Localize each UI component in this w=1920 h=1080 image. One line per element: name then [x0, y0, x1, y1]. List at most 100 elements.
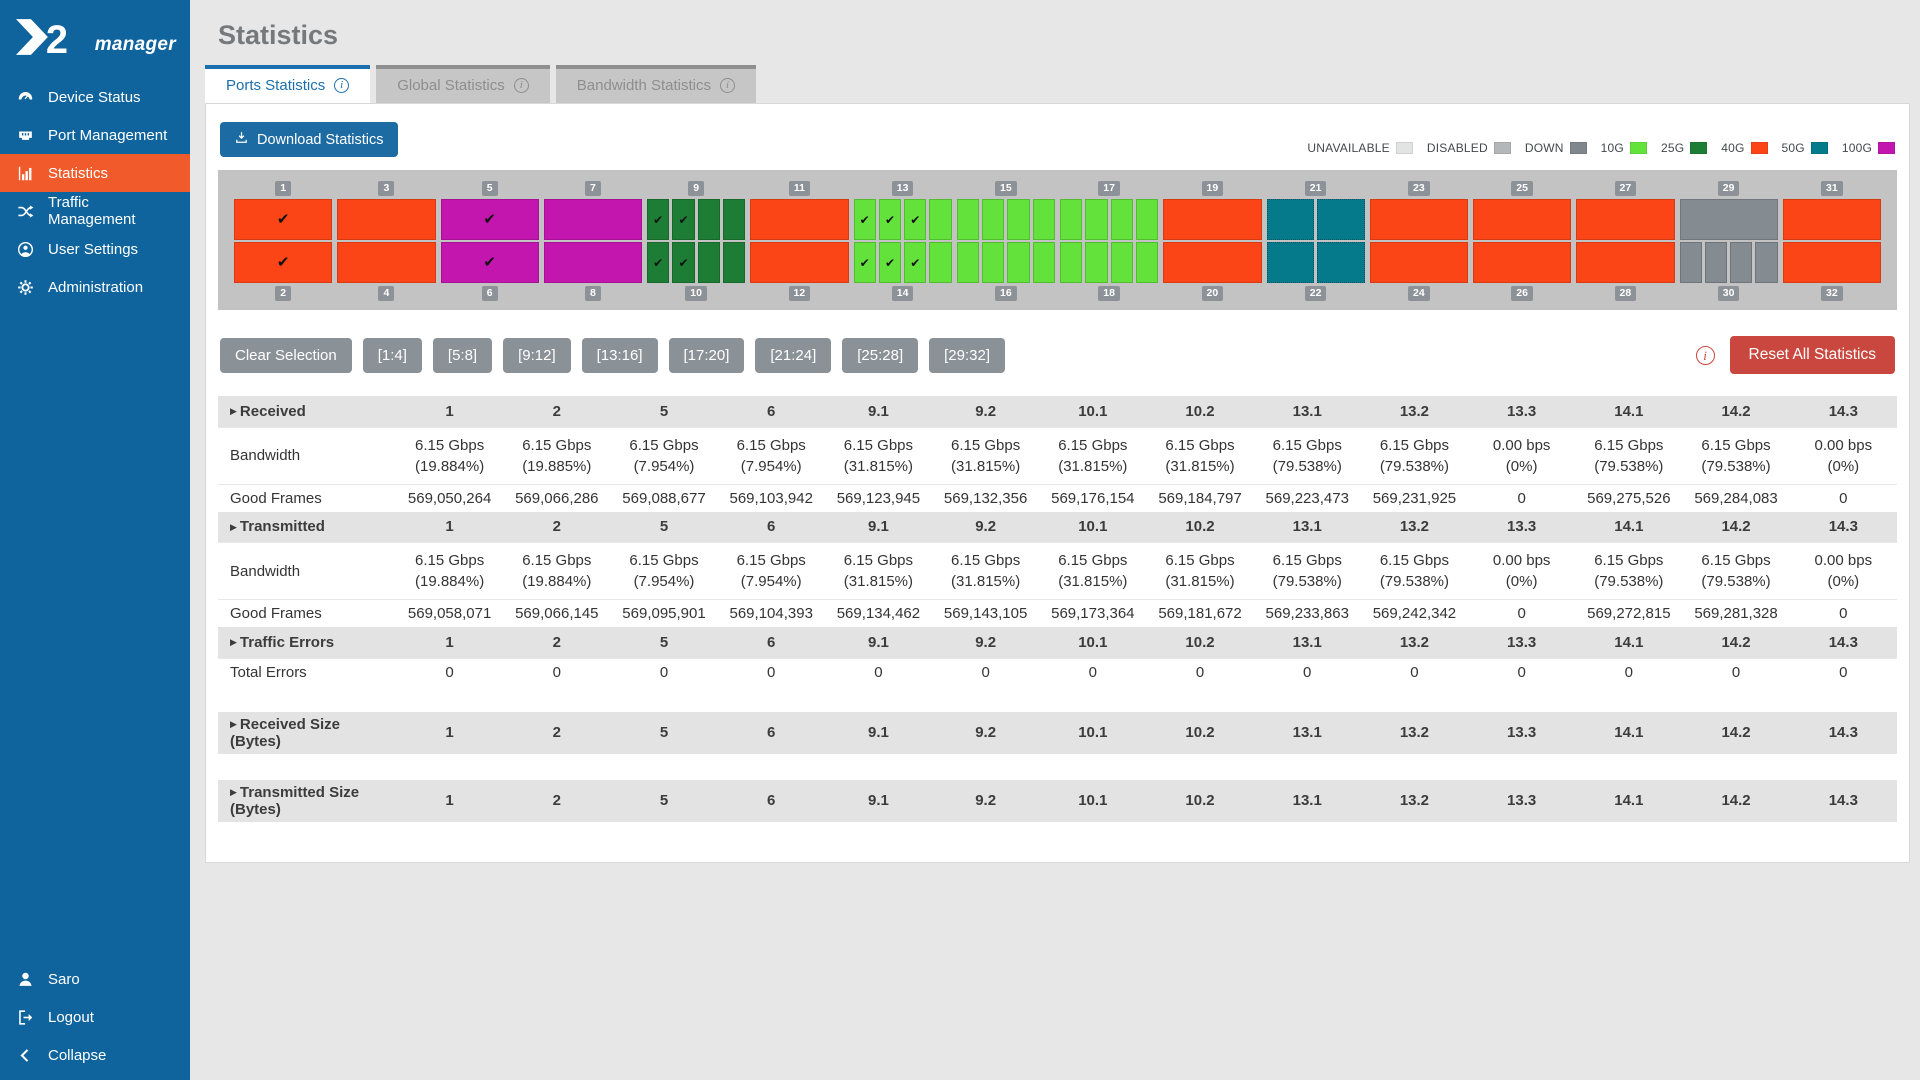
port-22.2[interactable] — [1317, 242, 1365, 283]
section-toggle-received-size-bytes[interactable]: ▶ Received Size (Bytes) — [218, 711, 396, 754]
port-18.1[interactable] — [1060, 242, 1083, 283]
range-button-1-4[interactable]: [1:4] — [362, 337, 422, 373]
sidebar-item-administration[interactable]: Administration — [0, 268, 190, 306]
port-9.3[interactable] — [697, 199, 720, 240]
port-21.1[interactable] — [1266, 199, 1315, 240]
port-16.2[interactable] — [982, 242, 1005, 283]
port-2[interactable]: ✔ — [234, 242, 333, 283]
port-23[interactable] — [1369, 199, 1468, 240]
cell-good-frames-10.1: 569,176,154 — [1039, 483, 1147, 512]
tab-ports-statistics[interactable]: Ports Statistics i — [205, 65, 371, 103]
port-3[interactable] — [337, 199, 436, 240]
cell-total-errors-13.2: 0 — [1360, 657, 1469, 686]
port-14.1[interactable]: ✔ — [853, 242, 876, 283]
section-toggle-transmitted[interactable]: ▶ Transmitted — [218, 511, 396, 543]
port-5[interactable]: ✔ — [440, 199, 539, 240]
port-10.2[interactable]: ✔ — [672, 242, 695, 283]
port-12[interactable] — [750, 242, 849, 283]
port-13.2[interactable]: ✔ — [878, 199, 902, 240]
range-button-5-8[interactable]: [5:8] — [432, 337, 493, 373]
port-17.3[interactable] — [1110, 199, 1133, 240]
sidebar-item-logout[interactable]: Logout — [0, 998, 190, 1036]
port-10.3[interactable] — [697, 242, 720, 283]
range-button-9-12[interactable]: [9:12] — [503, 337, 571, 373]
port-26[interactable] — [1473, 242, 1572, 283]
port-31[interactable] — [1782, 199, 1881, 240]
port-number-badge-15: 15 — [995, 180, 1017, 197]
port-15.1[interactable] — [956, 199, 980, 240]
port-17.2[interactable] — [1085, 199, 1108, 240]
port-6[interactable]: ✔ — [440, 242, 539, 283]
port-15.3[interactable] — [1007, 199, 1030, 240]
sidebar-item-saro[interactable]: Saro — [0, 960, 190, 998]
port-30.2[interactable] — [1704, 242, 1728, 283]
reset-all-statistics-button[interactable]: Reset All Statistics — [1729, 336, 1895, 374]
download-statistics-button[interactable]: Download Statistics — [220, 122, 398, 157]
port-32[interactable] — [1782, 242, 1881, 283]
port-8[interactable] — [543, 242, 642, 283]
port-22.1[interactable] — [1266, 242, 1315, 283]
section-toggle-traffic-errors[interactable]: ▶ Traffic Errors — [218, 627, 396, 658]
range-button-13-16[interactable]: [13:16] — [581, 337, 658, 373]
legend-item-50g: 50G — [1782, 141, 1828, 155]
port-slot: 23 24 — [1369, 179, 1468, 303]
port-19[interactable] — [1163, 199, 1262, 240]
port-14.2[interactable]: ✔ — [878, 242, 902, 283]
sidebar-item-port-management[interactable]: Port Management — [0, 116, 190, 154]
port-20[interactable] — [1163, 242, 1262, 283]
cell-good-frames-14.1: 569,272,815 — [1575, 599, 1683, 627]
port-9.4[interactable] — [722, 199, 746, 240]
info-icon: i — [334, 78, 350, 93]
sidebar-item-traffic-management[interactable]: Traffic Management — [0, 192, 190, 230]
port-18.3[interactable] — [1110, 242, 1133, 283]
tab-global-statistics[interactable]: Global Statistics i — [376, 65, 550, 103]
sidebar-item-collapse[interactable]: Collapse — [0, 1036, 190, 1074]
port-14.4[interactable] — [929, 242, 952, 283]
port-18.4[interactable] — [1135, 242, 1159, 283]
port-25[interactable] — [1473, 199, 1572, 240]
port-30.4[interactable] — [1755, 242, 1778, 283]
port-18.2[interactable] — [1085, 242, 1108, 283]
port-24[interactable] — [1369, 242, 1468, 283]
range-button-25-28[interactable]: [25:28] — [842, 337, 919, 373]
port-21.2[interactable] — [1317, 199, 1365, 240]
port-29[interactable] — [1679, 199, 1778, 240]
port-4[interactable] — [337, 242, 436, 283]
port-number-badge-3: 3 — [378, 180, 395, 197]
port-16.3[interactable] — [1007, 242, 1030, 283]
port-10.1[interactable]: ✔ — [647, 242, 670, 283]
sidebar-item-statistics[interactable]: Statistics — [0, 154, 190, 192]
section-toggle-received[interactable]: ▶ Received — [218, 396, 396, 427]
port-7[interactable] — [543, 199, 642, 240]
range-button-21-24[interactable]: [21:24] — [755, 337, 832, 373]
port-15.4[interactable] — [1032, 199, 1055, 240]
port-13.4[interactable] — [929, 199, 952, 240]
clear-selection-button[interactable]: Clear Selection — [220, 337, 352, 373]
port-28[interactable] — [1576, 242, 1675, 283]
port-16.4[interactable] — [1032, 242, 1055, 283]
port-1[interactable]: ✔ — [234, 199, 333, 240]
port-30.1[interactable] — [1679, 242, 1702, 283]
port-16.1[interactable] — [956, 242, 980, 283]
port-9.1[interactable]: ✔ — [647, 199, 670, 240]
range-button-17-20[interactable]: [17:20] — [668, 337, 745, 373]
sidebar-item-device-status[interactable]: Device Status — [0, 78, 190, 116]
section-toggle-transmitted-size-bytes[interactable]: ▶ Transmitted Size (Bytes) — [218, 779, 396, 822]
sidebar-item-user-settings[interactable]: User Settings — [0, 230, 190, 268]
port-17.4[interactable] — [1135, 199, 1159, 240]
port-27[interactable] — [1576, 199, 1675, 240]
range-button-29-32[interactable]: [29:32] — [929, 337, 1005, 373]
port-13.3[interactable]: ✔ — [904, 199, 927, 240]
port-30.3[interactable] — [1730, 242, 1753, 283]
port-15.2[interactable] — [982, 199, 1005, 240]
port-9.2[interactable]: ✔ — [672, 199, 695, 240]
port-11[interactable] — [750, 199, 849, 240]
port-13.1[interactable]: ✔ — [853, 199, 876, 240]
port-10.4[interactable] — [722, 242, 746, 283]
port-badge-row: 28 — [1576, 284, 1674, 303]
port-badge-row: 32 — [1783, 284, 1881, 303]
port-17.1[interactable] — [1060, 199, 1083, 240]
port-number-badge-31: 31 — [1821, 180, 1843, 197]
port-14.3[interactable]: ✔ — [904, 242, 927, 283]
tab-bandwidth-statistics[interactable]: Bandwidth Statistics i — [555, 65, 756, 103]
